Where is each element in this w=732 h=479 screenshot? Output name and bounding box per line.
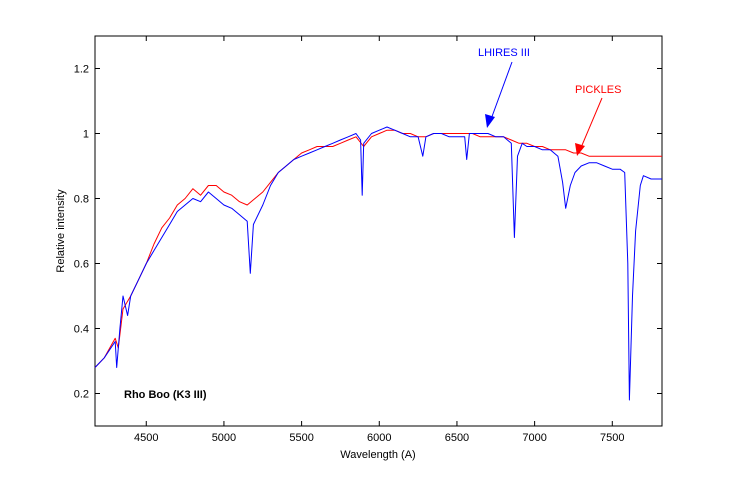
y-tick-label: 1: [83, 129, 89, 141]
x-tick-label: 7500: [600, 432, 624, 444]
y-tick-label: 1.2: [74, 64, 89, 76]
y-axis-label: Relative intensity: [55, 189, 67, 273]
star-label: Rho Boo (K3 III): [124, 389, 207, 401]
pickles-arrow: [575, 97, 603, 156]
lhires-arrow-line: [489, 61, 513, 123]
lhires-label: LHIRES III: [478, 47, 530, 59]
x-tick-label: 6500: [445, 432, 469, 444]
plot-frame: [94, 35, 663, 427]
x-tick-label: 7000: [522, 432, 546, 444]
y-tick-label: 0.6: [74, 259, 89, 271]
lhires-arrow-head: [485, 114, 495, 128]
y-tick-label: 0.4: [74, 324, 89, 336]
pickles-arrow-line: [579, 97, 603, 151]
y-axis-ticks: 0.2 0.4 0.6 0.8 1 1.2: [74, 64, 662, 401]
y-tick-label: 0.8: [74, 194, 89, 206]
series-line-pickles: [94, 129, 662, 368]
series-line-lhires-iii: [94, 126, 662, 401]
x-axis-label: Wavelength (A): [340, 449, 415, 461]
x-tick-label: 4500: [134, 432, 158, 444]
x-axis-ticks: 4500 5000 5500 6000 6500 7000 7500: [134, 36, 625, 444]
pickles-arrow-head: [575, 143, 585, 156]
series-layer: [94, 126, 662, 401]
x-tick-label: 5500: [289, 432, 313, 444]
lhires-arrow: [485, 61, 513, 128]
x-tick-label: 5000: [212, 432, 236, 444]
y-tick-label: 0.2: [74, 389, 89, 401]
x-tick-label: 6000: [367, 432, 391, 444]
pickles-label: PICKLES: [575, 84, 621, 96]
